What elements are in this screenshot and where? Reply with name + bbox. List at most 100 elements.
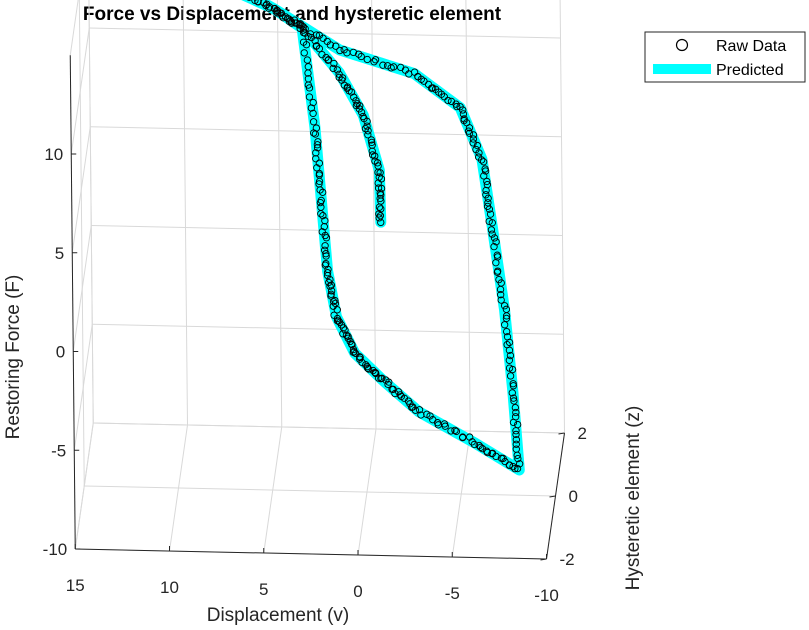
- raw-data-point: [488, 230, 496, 238]
- raw-data-point: [374, 184, 383, 192]
- tick-labels: 15 10 5 0 -5 -10 -10 -5 0 5 10 2 0 -2: [43, 145, 587, 605]
- raw-data-point: [459, 106, 467, 114]
- raw-data-point: [318, 50, 326, 59]
- raw-data-point: [500, 302, 509, 310]
- z-tick-label: 0: [569, 487, 578, 506]
- raw-data-point: [330, 311, 338, 319]
- grid: [69, 0, 565, 560]
- raw-data-point: [304, 75, 313, 83]
- raw-data-point: [490, 242, 498, 251]
- raw-data-point: [312, 124, 321, 132]
- raw-data-point: [336, 46, 344, 55]
- y-tick-label: 10: [44, 145, 63, 164]
- raw-data-point: [484, 194, 492, 202]
- raw-data-point: [376, 212, 385, 220]
- raw-data-point: [483, 447, 491, 455]
- raw-data-point: [326, 275, 334, 284]
- raw-data-point: [503, 327, 511, 336]
- raw-data-point: [466, 433, 474, 441]
- raw-data-point: [364, 131, 372, 139]
- raw-data-point: [476, 443, 485, 451]
- raw-data-point: [408, 403, 416, 412]
- raw-data-point: [483, 448, 492, 457]
- raw-data-point: [355, 50, 363, 58]
- z-axis-label: Hysteretic element (z): [623, 406, 644, 591]
- raw-data-point: [271, 4, 279, 13]
- raw-data-point: [353, 100, 361, 108]
- raw-data-point: [512, 430, 520, 439]
- raw-data-point: [481, 167, 490, 175]
- raw-data-point: [492, 238, 500, 246]
- raw-data-point: [345, 87, 353, 95]
- z-tick-label: -2: [560, 550, 575, 569]
- raw-data-point: [359, 112, 367, 121]
- raw-data-point: [368, 141, 376, 149]
- raw-data-point: [290, 16, 299, 24]
- raw-data-point: [509, 382, 518, 390]
- raw-data-point: [319, 188, 327, 196]
- raw-data-point: [363, 363, 371, 371]
- raw-data-point: [508, 389, 516, 397]
- raw-data-point: [451, 426, 459, 435]
- raw-data-point: [490, 234, 499, 242]
- raw-data-point: [371, 368, 379, 377]
- raw-data-point: [382, 376, 390, 384]
- raw-data-point: [314, 138, 322, 146]
- raw-data-point: [496, 285, 505, 294]
- raw-data-point: [511, 464, 519, 473]
- raw-data-point: [376, 189, 384, 197]
- raw-data-point: [363, 122, 371, 130]
- raw-data-point: [510, 397, 518, 405]
- raw-data-point: [286, 17, 295, 25]
- predicted-line: [241, 0, 525, 476]
- raw-data-point: [371, 157, 379, 165]
- grid-line: [182, 0, 188, 426]
- raw-data-point: [475, 149, 483, 157]
- x-tick-label: 15: [66, 576, 85, 595]
- grid-line: [84, 485, 556, 497]
- raw-data-point: [262, 1, 270, 10]
- raw-data-point: [364, 127, 372, 135]
- raw-data-point: [512, 408, 520, 417]
- raw-data-point: [313, 141, 322, 149]
- raw-data-point: [447, 427, 455, 435]
- grid-line: [92, 323, 564, 335]
- raw-data-point: [321, 246, 329, 254]
- raw-data-point: [300, 49, 308, 57]
- raw-data-point: [323, 269, 332, 277]
- grid-line: [89, 27, 561, 39]
- raw-data-point: [502, 312, 511, 320]
- raw-data-point: [482, 186, 490, 195]
- grid-line: [90, 126, 562, 138]
- raw-data-point: [370, 58, 378, 66]
- raw-data-point: [317, 196, 325, 205]
- x-tick-label: 10: [160, 578, 179, 597]
- raw-data-point: [312, 149, 320, 157]
- raw-data-point: [506, 351, 515, 360]
- raw-data-point: [356, 102, 364, 110]
- raw-data-point: [453, 102, 461, 111]
- raw-data-point: [315, 180, 323, 188]
- raw-data-point: [333, 66, 341, 74]
- raw-data-point: [327, 290, 335, 298]
- raw-data-point: [417, 411, 425, 419]
- raw-data-point: [497, 296, 505, 304]
- raw-data-point: [485, 205, 494, 213]
- raw-data-point: [299, 38, 308, 46]
- raw-data-point: [477, 156, 486, 164]
- raw-data-point: [379, 61, 387, 69]
- raw-data-point: [322, 250, 330, 258]
- raw-data-point: [296, 24, 304, 33]
- raw-data-point: [273, 6, 281, 14]
- raw-data-point: [377, 205, 385, 213]
- raw-data-point: [389, 63, 398, 71]
- z-tick-mark: [558, 432, 565, 435]
- raw-data-point: [515, 460, 524, 468]
- raw-data-point: [367, 136, 375, 144]
- grid-line: [93, 422, 565, 434]
- z-tick-label: 2: [578, 424, 587, 443]
- raw-data-point: [512, 440, 520, 448]
- raw-data-point: [475, 441, 483, 450]
- raw-data-point: [315, 159, 324, 167]
- raw-data-point: [459, 433, 467, 441]
